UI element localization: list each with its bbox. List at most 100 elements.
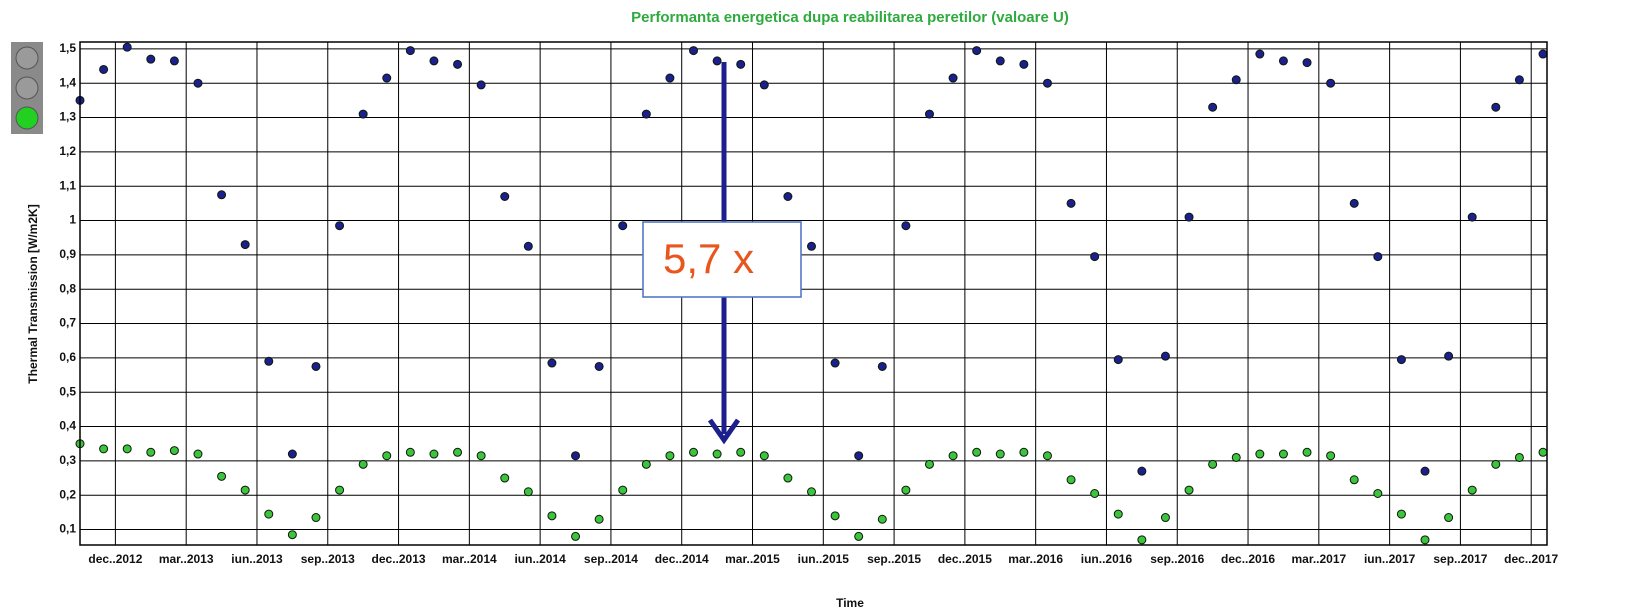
data-point: [830, 511, 840, 521]
data-point: [618, 221, 628, 231]
x-tick-label: dec..2016: [1221, 552, 1275, 566]
data-point: [335, 221, 345, 231]
y-tick-label: 1,1: [59, 178, 76, 192]
data-point: [995, 449, 1005, 459]
data-point: [783, 473, 793, 483]
data-point: [665, 73, 675, 83]
data-point: [1208, 459, 1218, 469]
data-point: [287, 449, 297, 459]
data-point: [594, 361, 604, 371]
data-point: [1184, 485, 1194, 495]
data-point: [1208, 102, 1218, 112]
data-point: [924, 459, 934, 469]
data-point: [689, 447, 699, 457]
data-point: [264, 356, 274, 366]
y-tick-label: 1,2: [59, 144, 76, 158]
y-tick-label: 0,6: [59, 350, 76, 364]
y-tick-label: 0,3: [59, 453, 76, 467]
data-point: [689, 46, 699, 56]
data-point: [99, 444, 109, 454]
x-tick-label: sep..2013: [301, 552, 355, 566]
data-point: [972, 447, 982, 457]
x-tick-label: dec..2015: [938, 552, 992, 566]
x-tick-label: mar..2013: [159, 552, 214, 566]
data-point: [641, 459, 651, 469]
x-tick-label: mar..2017: [1291, 552, 1346, 566]
data-point: [1137, 466, 1147, 476]
data-point: [759, 80, 769, 90]
data-point: [854, 531, 864, 541]
x-tick-label: iun..2016: [1081, 552, 1133, 566]
data-point: [122, 42, 132, 52]
data-point: [1160, 351, 1170, 361]
data-point: [1042, 451, 1052, 461]
data-point: [547, 358, 557, 368]
data-point: [264, 509, 274, 519]
y-tick-label: 0,9: [59, 247, 76, 261]
light-on: [15, 106, 39, 130]
data-point: [217, 471, 227, 481]
data-point: [1113, 355, 1123, 365]
data-point: [1538, 49, 1548, 59]
data-point: [1137, 535, 1147, 545]
x-tick-label: mar..2015: [725, 552, 780, 566]
chart-title: Performanta energetica dupa reabilitarea…: [631, 9, 1069, 26]
y-tick-label: 0,2: [59, 487, 76, 501]
light-off: [15, 46, 39, 70]
y-axis-label: Thermal Transmission [W/m2K]: [26, 204, 40, 383]
data-point: [429, 56, 439, 66]
x-tick-label: dec..2017: [1504, 552, 1558, 566]
data-point: [1420, 535, 1430, 545]
data-point: [1090, 488, 1100, 498]
data-point: [1396, 509, 1406, 519]
data-point: [1231, 452, 1241, 462]
data-point: [1278, 449, 1288, 459]
x-tick-label: iun..2013: [231, 552, 283, 566]
annotation-group: 5,7 x: [642, 62, 802, 445]
data-point: [1231, 75, 1241, 85]
data-point: [995, 56, 1005, 66]
data-point: [476, 451, 486, 461]
data-point: [1255, 449, 1265, 459]
data-point: [1113, 509, 1123, 519]
data-point: [1019, 447, 1029, 457]
data-point: [641, 109, 651, 119]
data-point: [972, 46, 982, 56]
data-point: [807, 241, 816, 251]
data-point: [311, 513, 321, 523]
data-point: [1514, 452, 1524, 462]
data-point: [1255, 49, 1265, 59]
data-point: [901, 221, 911, 231]
y-tick-label: 1,5: [59, 41, 76, 55]
data-point: [358, 109, 368, 119]
data-point: [193, 78, 203, 88]
x-tick-label: iun..2014: [514, 552, 566, 566]
status-lights: [11, 42, 43, 134]
data-point: [169, 56, 179, 66]
data-point: [405, 46, 415, 56]
x-tick-label: iun..2017: [1364, 552, 1416, 566]
y-tick-label: 1: [69, 213, 76, 227]
x-tick-label: mar..2014: [442, 552, 497, 566]
data-point: [1278, 56, 1288, 66]
data-point: [523, 487, 533, 497]
data-point: [429, 449, 439, 459]
data-point: [1019, 59, 1029, 69]
data-point: [193, 449, 203, 459]
data-point: [146, 447, 156, 457]
data-point: [1373, 488, 1383, 498]
plot-area: 0,1 0,2 0,3 0,4 0,5 0,6 0,7 0,8 0,9 1 1,1 1,2 1,3 1,4…: [59, 41, 1558, 566]
data-point: [1184, 212, 1194, 222]
annotation-box: [642, 221, 802, 298]
data-point: [240, 485, 250, 495]
data-point: [146, 54, 156, 64]
data-point: [736, 447, 746, 457]
light-off: [15, 76, 39, 100]
data-point: [1066, 475, 1076, 485]
data-point: [335, 485, 345, 495]
data-point: [453, 447, 463, 457]
data-point: [736, 59, 746, 69]
data-point: [1349, 198, 1359, 208]
y-tick-label: 0,7: [59, 316, 76, 330]
